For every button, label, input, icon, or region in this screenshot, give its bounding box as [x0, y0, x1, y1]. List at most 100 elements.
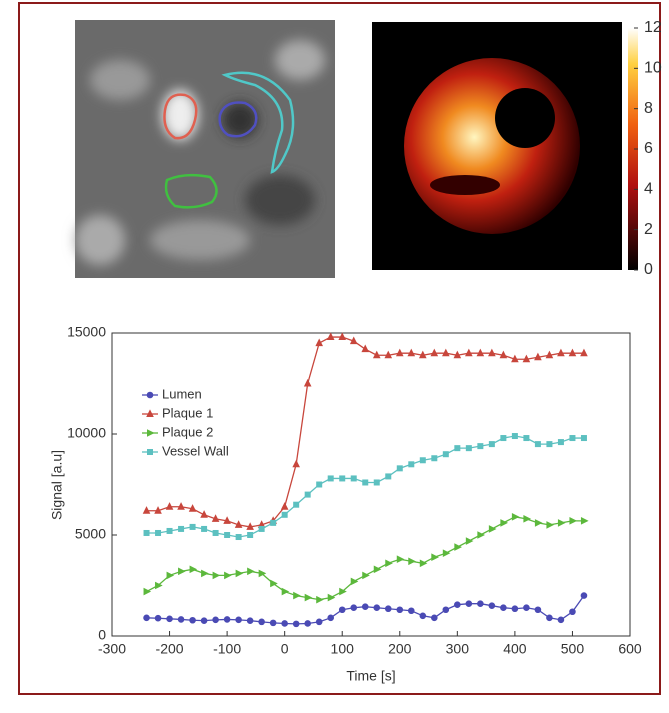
marker — [408, 557, 416, 566]
marker — [154, 614, 162, 622]
marker — [143, 614, 150, 622]
marker — [281, 511, 288, 518]
marker — [569, 608, 576, 616]
marker — [419, 457, 426, 464]
marker — [430, 348, 439, 357]
marker — [350, 604, 358, 612]
marker — [557, 348, 565, 357]
marker — [166, 571, 175, 580]
y-tick-label: 5000 — [75, 526, 106, 542]
marker — [246, 522, 254, 530]
legend-marker — [146, 409, 154, 417]
legend-marker — [147, 429, 155, 437]
marker — [499, 350, 508, 359]
marker — [373, 604, 381, 612]
marker — [281, 587, 290, 596]
marker — [211, 514, 220, 522]
marker — [327, 614, 335, 622]
marker — [407, 607, 415, 615]
marker — [166, 527, 173, 534]
marker — [396, 465, 403, 472]
marker — [511, 513, 520, 521]
marker — [522, 354, 531, 363]
marker — [178, 525, 185, 532]
marker — [155, 581, 163, 590]
marker — [569, 517, 578, 525]
marker — [166, 615, 173, 623]
marker — [546, 521, 555, 529]
marker — [419, 612, 427, 620]
marker — [269, 619, 277, 627]
colorbar-tick-label: 0 — [644, 261, 653, 278]
marker — [326, 332, 335, 341]
marker — [350, 475, 357, 482]
marker — [142, 506, 151, 514]
marker — [349, 336, 358, 345]
marker — [373, 565, 382, 574]
marker — [442, 606, 450, 614]
marker — [200, 617, 208, 624]
heat-map — [372, 22, 622, 270]
marker — [235, 616, 242, 624]
marker — [338, 606, 346, 614]
marker — [454, 543, 462, 551]
marker — [546, 441, 553, 448]
marker — [212, 616, 219, 624]
marker — [224, 571, 232, 580]
marker — [534, 352, 542, 361]
marker — [534, 441, 541, 448]
marker — [235, 569, 244, 578]
marker — [431, 553, 439, 562]
marker — [177, 616, 185, 623]
marker — [477, 600, 484, 607]
marker — [362, 479, 369, 486]
marker — [384, 605, 392, 613]
marker — [465, 348, 473, 357]
marker — [442, 348, 450, 357]
marker — [338, 332, 347, 341]
marker — [465, 445, 472, 452]
x-tick-label: 400 — [503, 641, 527, 657]
marker — [545, 350, 554, 359]
marker — [258, 569, 267, 578]
legend-label: Plaque 1 — [162, 405, 213, 420]
series — [142, 332, 588, 530]
marker — [557, 439, 564, 446]
marker — [188, 504, 197, 512]
marker — [488, 348, 496, 357]
marker — [223, 516, 231, 524]
marker — [373, 479, 380, 486]
marker — [178, 567, 186, 576]
marker — [281, 620, 288, 627]
colorbar-tick-label: 6 — [644, 140, 653, 157]
y-tick-label: 10000 — [67, 425, 106, 441]
marker — [327, 475, 334, 482]
marker — [316, 481, 323, 488]
marker — [418, 350, 427, 359]
x-tick-label: 100 — [331, 641, 355, 657]
colorbar-tick-label: 10 — [644, 60, 662, 77]
marker — [200, 510, 208, 518]
colorbar — [628, 28, 638, 270]
marker — [304, 593, 313, 602]
marker — [361, 344, 370, 353]
marker — [189, 565, 198, 574]
marker — [395, 348, 404, 357]
marker — [270, 519, 277, 526]
marker — [500, 435, 507, 442]
y-axis-label: Signal [a.u] — [49, 450, 65, 520]
y-tick-label: 15000 — [67, 324, 106, 340]
marker — [407, 348, 416, 357]
x-tick-label: 500 — [561, 641, 585, 657]
marker — [304, 491, 311, 498]
marker — [488, 525, 497, 533]
marker — [488, 441, 495, 448]
x-tick-label: 0 — [281, 641, 289, 657]
marker — [292, 459, 300, 468]
marker — [500, 604, 507, 612]
marker — [224, 532, 231, 538]
marker — [303, 378, 312, 387]
marker — [372, 350, 381, 359]
marker — [431, 455, 438, 462]
marker — [500, 519, 508, 527]
